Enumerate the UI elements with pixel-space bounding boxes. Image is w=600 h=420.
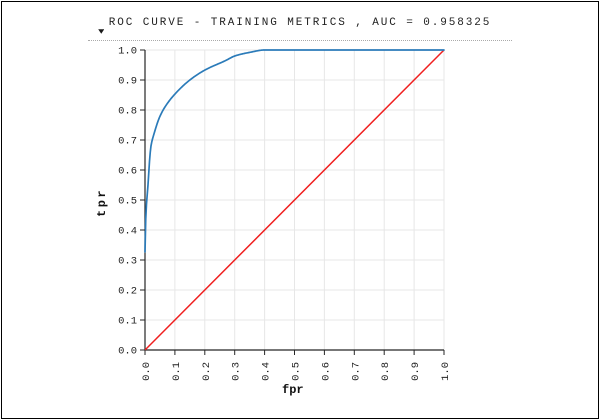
svg-text:0.4: 0.4	[118, 226, 137, 238]
svg-text:0.3: 0.3	[118, 256, 137, 268]
svg-text:0.7: 0.7	[118, 136, 137, 148]
svg-text:0.9: 0.9	[118, 76, 137, 88]
svg-text:0.4: 0.4	[261, 362, 273, 381]
svg-text:0.3: 0.3	[231, 362, 243, 381]
svg-text:0.2: 0.2	[201, 362, 213, 381]
svg-text:0.6: 0.6	[320, 362, 332, 381]
svg-text:0.9: 0.9	[410, 362, 422, 381]
svg-text:0.0: 0.0	[141, 362, 153, 381]
svg-text:0.1: 0.1	[171, 362, 183, 381]
svg-text:0.0: 0.0	[118, 346, 137, 358]
svg-text:0.7: 0.7	[350, 362, 362, 381]
svg-text:0.1: 0.1	[118, 316, 137, 328]
svg-text:0.8: 0.8	[380, 362, 392, 381]
svg-text:0.5: 0.5	[118, 196, 137, 208]
svg-text:1.0: 1.0	[440, 362, 452, 381]
svg-text:0.5: 0.5	[291, 362, 303, 381]
svg-text:0.8: 0.8	[118, 106, 137, 118]
svg-text:0.2: 0.2	[118, 286, 137, 298]
svg-text:0.6: 0.6	[118, 166, 137, 178]
svg-text:1.0: 1.0	[118, 46, 137, 58]
